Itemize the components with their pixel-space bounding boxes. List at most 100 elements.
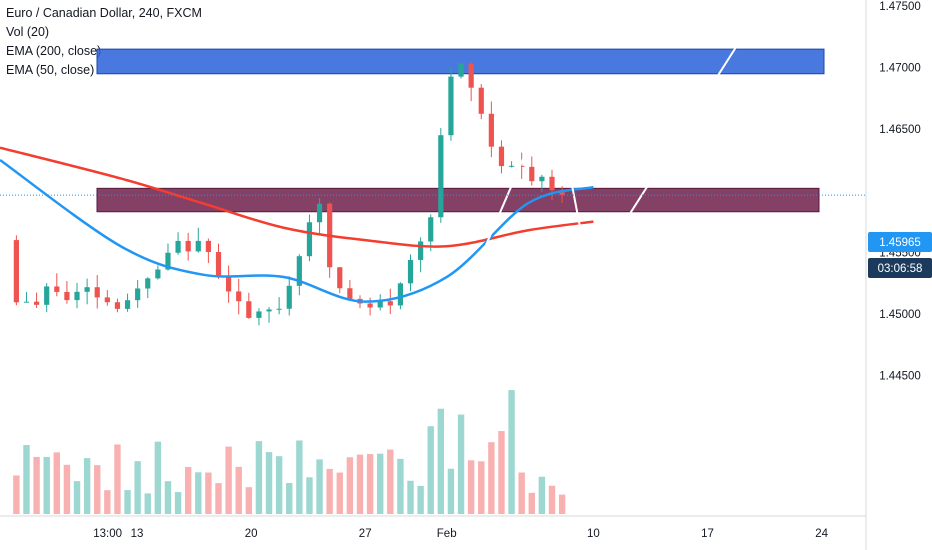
legend-ema200[interactable]: EMA (200, close) [6,44,102,58]
ema-lines [0,146,594,303]
legend-volume[interactable]: Vol (20) [6,25,50,39]
candle-body [498,146,505,167]
volume-bar [134,461,141,514]
price-tick-label: 1.47000 [879,63,921,75]
volume-bar [255,441,263,514]
candle-body [407,259,414,284]
volume-bar [53,452,61,514]
volume-bar [124,490,131,514]
volume-bar [316,459,323,514]
candle-body [246,301,252,318]
volume-bar [13,475,20,514]
volume-bar [427,426,434,514]
candle-body [215,252,222,276]
countdown-label: 03:06:58 [878,263,923,275]
volume-bar [548,485,556,514]
volume-bar [33,456,40,514]
arrow-rally[interactable] [411,114,544,418]
volume-bar [286,483,293,514]
volume-bar [144,493,151,514]
candle-body [266,309,272,312]
candle-body [316,203,323,223]
volume-bar [478,461,485,514]
candle-body [438,135,444,218]
volume-bar [417,485,424,514]
volume-bar [195,472,202,514]
volume-bar [326,468,333,514]
volume-bar [174,492,182,514]
candle-body [54,286,60,292]
symbol-title[interactable]: Euro / Canadian Dollar, 240, FXCM [6,6,202,20]
ema200-line [0,146,594,248]
candle-body [114,302,121,309]
candle-body [135,288,141,301]
volume-bar [366,454,374,514]
volume-bar [245,487,253,514]
candle-body [337,267,343,289]
arrow-pullback[interactable] [556,106,590,254]
volume-bar [488,442,495,514]
volume-bar [104,490,111,514]
candle-body [519,165,525,167]
candle-body [387,301,393,306]
volume-bar [215,483,222,514]
time-tick-label: 17 [701,528,714,540]
chart-legend: Euro / Canadian Dollar, 240, FXCM Vol (2… [6,4,202,80]
time-tick-label: 10 [587,528,600,540]
candle-body [94,287,100,298]
candle-body [165,252,171,270]
price-tick-label: 1.46500 [879,124,921,136]
volume-bar [265,452,273,514]
volume-bar [164,481,172,514]
candle-body [468,63,474,88]
volume-bar [538,476,546,514]
candle-body [64,291,70,301]
price-tick-label: 1.47500 [879,1,921,13]
candle-body [478,87,484,114]
volume-bar [296,440,303,514]
time-tick-label: 27 [359,528,372,540]
time-tick-label: 24 [815,528,828,540]
candle-body [155,269,161,279]
ema50-line [0,158,594,303]
volume-bar [407,480,414,514]
volume-bar [83,458,91,514]
volume-bar [275,456,283,514]
volume-bar [306,477,313,514]
volume-bar [114,444,121,514]
volume-bar [558,494,566,514]
trend-arrows[interactable] [411,32,746,418]
candle-body [377,301,383,308]
time-axis[interactable]: 13:00 13 20 27 Feb 10 17 24 [93,528,828,540]
volume-bar [518,472,525,514]
candle-body [508,165,515,167]
volume-bar [437,408,445,514]
candle-body [175,240,181,253]
volume-bar [457,414,465,514]
price-axis[interactable]: 1.475001.470001.465001.455001.450001.445… [879,1,921,383]
countdown-tag: 03:06:58 [868,258,932,278]
candle-body [33,301,40,305]
candle-body [397,283,404,306]
volume-bar [387,449,394,514]
support-zone[interactable] [96,187,820,213]
volume-bar [235,466,242,514]
candle-body [84,287,90,292]
volume-bar [467,460,475,514]
candle-body [44,286,50,305]
candle-body [145,278,151,289]
candle-body [256,311,262,318]
candle-body [539,176,545,182]
arrow-target[interactable] [609,32,746,246]
candle-body [367,303,373,308]
candle-body [205,240,211,253]
candle-body [347,288,353,299]
volume-bar [205,472,212,514]
candle-body [549,176,555,191]
candle-body [418,241,424,260]
volume-bar [43,456,50,514]
legend-ema50[interactable]: EMA (50, close) [6,63,95,77]
volume-bar [184,466,192,514]
candle-body [236,291,242,302]
